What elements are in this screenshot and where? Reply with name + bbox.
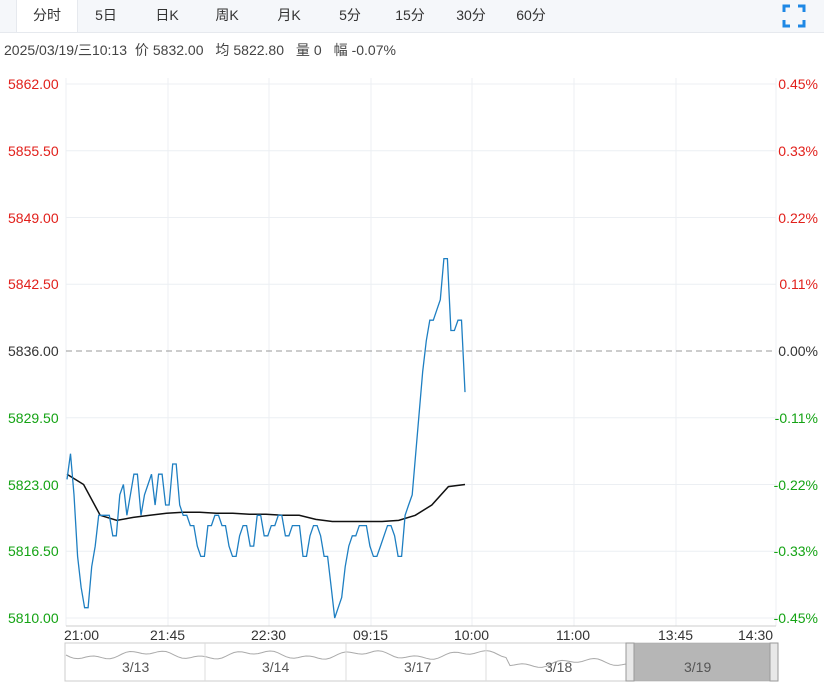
y-tick-label-left: 5829.50 bbox=[8, 409, 59, 426]
y-tick-label-right: -0.11% bbox=[774, 409, 818, 426]
expand-corners-icon[interactable] bbox=[782, 4, 806, 28]
average-price-line bbox=[66, 473, 466, 523]
y-tick-label-left: 5855.50 bbox=[8, 142, 59, 159]
navigator-selection[interactable] bbox=[630, 643, 774, 681]
price-label: 价 bbox=[134, 42, 149, 58]
volume-value: 0 bbox=[313, 42, 322, 58]
y-tick-label-right: 0.22% bbox=[778, 209, 818, 226]
tab-daily-k[interactable]: 日K bbox=[155, 7, 179, 23]
y-tick-label-left: 5836.00 bbox=[8, 343, 59, 359]
x-tick-label: 14:30 bbox=[738, 627, 774, 643]
y-tick-label-right: 0.00% bbox=[778, 343, 818, 359]
nav-date-5: 3/19 bbox=[684, 659, 712, 675]
price-value: 5832.00 bbox=[152, 42, 204, 58]
avg-label: 均 bbox=[215, 42, 230, 58]
y-tick-label-right: 0.45% bbox=[778, 76, 818, 92]
y-tick-label-right: -0.22% bbox=[773, 476, 818, 493]
nav-date-2: 3/14 bbox=[262, 659, 290, 675]
x-tick-label: 09:15 bbox=[353, 627, 389, 643]
nav-date-3: 3/17 bbox=[404, 659, 432, 675]
x-tick-label: 22:30 bbox=[251, 627, 287, 643]
tab-60min[interactable]: 60分 bbox=[516, 7, 546, 23]
change-label: 幅 bbox=[333, 42, 348, 58]
time-navigator bbox=[64, 642, 779, 682]
avg-value: 5822.80 bbox=[233, 42, 284, 58]
volume-label: 量 bbox=[295, 42, 310, 58]
navigator-left-handle[interactable] bbox=[625, 642, 635, 682]
y-tick-label-left: 5816.50 bbox=[8, 543, 59, 560]
quote-datetime: 2025/03/19/三10:13 bbox=[4, 42, 127, 58]
y-tick-label-right: 0.33% bbox=[778, 142, 818, 159]
nav-date-1: 3/13 bbox=[122, 659, 150, 675]
x-tick-label: 21:00 bbox=[64, 627, 100, 643]
y-tick-label-left: 5849.00 bbox=[8, 209, 59, 226]
nav-date-4: 3/18 bbox=[545, 659, 573, 675]
x-tick-label: 21:45 bbox=[150, 627, 186, 643]
tab-5min[interactable]: 5分 bbox=[339, 7, 361, 23]
x-tick-label: 10:00 bbox=[454, 627, 490, 643]
y-tick-label-left: 5862.00 bbox=[8, 76, 59, 92]
tab-timeshare[interactable]: 分时 bbox=[16, 0, 78, 32]
y-tick-label-right: -0.45% bbox=[773, 610, 818, 626]
tab-30min[interactable]: 30分 bbox=[456, 7, 486, 23]
y-tick-label-right: 0.11% bbox=[779, 276, 818, 293]
x-tick-label: 11:00 bbox=[556, 627, 590, 643]
navigator-right-handle[interactable] bbox=[769, 642, 779, 682]
tab-5day[interactable]: 5日 bbox=[95, 7, 117, 23]
y-tick-label-right: -0.33% bbox=[773, 543, 818, 560]
period-tab-bar: 分时 5日 日K 周K 月K 5分 15分 30分 60分 bbox=[0, 0, 824, 33]
tab-15min[interactable]: 15分 bbox=[395, 7, 425, 23]
x-tick-label: 13:45 bbox=[658, 627, 694, 643]
tab-monthly-k[interactable]: 月K bbox=[277, 7, 301, 23]
change-value: -0.07% bbox=[351, 42, 396, 58]
tab-weekly-k[interactable]: 周K bbox=[215, 7, 239, 23]
y-tick-label-left: 5842.50 bbox=[8, 276, 59, 293]
chart-grid bbox=[65, 78, 777, 627]
y-tick-label-left: 5810.00 bbox=[8, 610, 59, 626]
price-line bbox=[66, 257, 466, 619]
y-tick-label-left: 5823.00 bbox=[8, 476, 59, 493]
